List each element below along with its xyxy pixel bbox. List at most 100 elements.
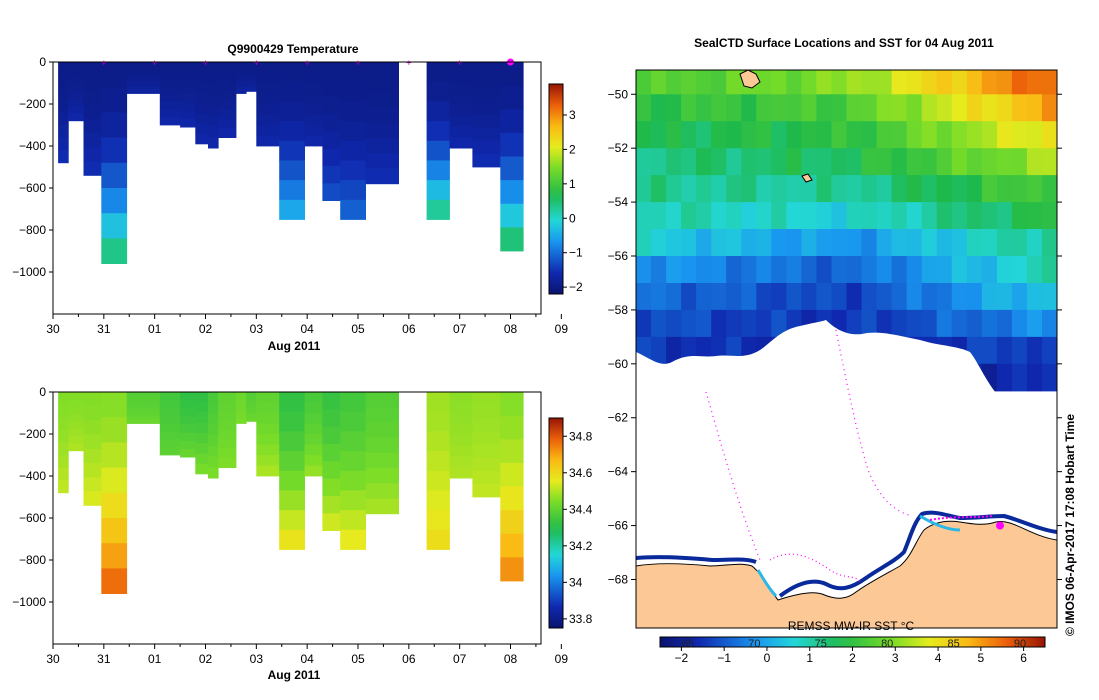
- profile-cell: [159, 431, 181, 440]
- profile-cell: [256, 434, 280, 445]
- profile-cell: [500, 557, 524, 582]
- profile-cell: [208, 94, 219, 106]
- profile-cell: [101, 417, 128, 443]
- sst-cell: [666, 202, 682, 230]
- sst-cell: [801, 256, 817, 284]
- sst-colorbar-tick-label: 0: [764, 651, 771, 665]
- profile-cell: [340, 411, 366, 432]
- salinity-section: [58, 392, 524, 594]
- profile-cell: [180, 424, 196, 434]
- y-tick-label: −800: [19, 553, 46, 567]
- profile-cell: [256, 413, 280, 424]
- sst-cell: [651, 175, 667, 203]
- profile-marker: +: [305, 58, 310, 68]
- profile-cell: [101, 392, 128, 418]
- profile-cell: [83, 392, 102, 407]
- sst-cell: [966, 309, 983, 338]
- sst-cell: [1042, 70, 1057, 95]
- sst-cell: [1026, 309, 1043, 338]
- sst-cell: [846, 309, 863, 338]
- sst-colorbar-tick-label: 4: [935, 651, 942, 665]
- sst-cell: [741, 256, 757, 284]
- profile-cell: [472, 75, 501, 89]
- profile-cell: [83, 104, 102, 120]
- profile-cell: [279, 431, 305, 452]
- sst-cell: [831, 256, 848, 284]
- sst-cell: [876, 309, 893, 338]
- profile-cell: [218, 410, 237, 421]
- profile-cell: [304, 455, 323, 466]
- profile-cell: [58, 74, 69, 88]
- profile-cell: [236, 62, 247, 67]
- profile-cell: [426, 121, 450, 142]
- x-tick-label: 08: [504, 652, 518, 666]
- sst-cell: [756, 256, 772, 284]
- lat-tick-label: −56: [608, 249, 629, 263]
- sst-cell: [786, 283, 802, 311]
- profile-cell: [236, 85, 247, 90]
- y-tick-label: −400: [19, 469, 46, 483]
- profile-cell: [246, 69, 257, 74]
- profile-cell: [236, 415, 247, 420]
- x-tick-label: 31: [97, 322, 111, 336]
- sst-cell: [816, 94, 832, 122]
- profile-cell: [208, 72, 219, 84]
- profile-cell: [322, 114, 341, 132]
- island-north: [739, 70, 761, 89]
- sst-field: [636, 70, 1057, 392]
- profile-cell: [180, 449, 196, 458]
- sst-cell: [906, 256, 923, 284]
- sst-cell: [906, 309, 923, 338]
- profile-cell: [365, 498, 399, 515]
- sst-colorbar-tick-label: 2: [849, 651, 856, 665]
- profile-cell: [426, 140, 450, 161]
- profile-cell: [159, 392, 181, 401]
- latest-position-marker: [996, 521, 1004, 530]
- sst-cell: [966, 283, 983, 311]
- profile-cell: [159, 109, 181, 118]
- profile-cell: [218, 62, 237, 72]
- temperature-colorbar: 3 2 1 0 −1 −2: [548, 83, 583, 295]
- sst-cell: [906, 121, 923, 149]
- sst-cell: [1011, 256, 1028, 284]
- sst-cell: [861, 94, 878, 122]
- profile-cell: [68, 428, 84, 437]
- sst-cell: [801, 94, 817, 122]
- profile-cell: [279, 199, 305, 220]
- profile-cell: [159, 77, 181, 87]
- x-tick-label: 31: [97, 652, 111, 666]
- sst-cell: [681, 256, 697, 284]
- track-segment: [769, 553, 861, 583]
- profile-cell: [256, 465, 280, 477]
- profile-cell: [208, 137, 219, 149]
- profile-cell: [340, 451, 366, 472]
- profile-cell: [159, 423, 181, 432]
- x-tick-label: 06: [402, 652, 416, 666]
- sst-cell: [981, 70, 998, 95]
- sst-cell: [831, 283, 848, 311]
- sst-cell: [666, 336, 682, 365]
- sst-cell: [636, 283, 652, 311]
- profile-cell: [101, 188, 128, 214]
- sst-cell: [711, 70, 727, 95]
- sst-cell: [861, 70, 878, 95]
- profile-cell: [340, 160, 366, 181]
- profile-cell: [126, 81, 161, 86]
- sst-cell: [996, 121, 1013, 149]
- profile-cell: [126, 399, 161, 405]
- profile-cell: [322, 131, 341, 149]
- y-tick-label: 0: [39, 385, 46, 399]
- sst-cell: [711, 309, 727, 338]
- profile-cell: [218, 420, 237, 431]
- profile-cell: [322, 148, 341, 167]
- profile-cell: [236, 395, 247, 401]
- sst-cell: [696, 70, 712, 95]
- profile-cell: [256, 72, 280, 84]
- y-tick-label: −600: [19, 511, 46, 525]
- sst-cell: [891, 309, 908, 338]
- sst-cell: [756, 229, 772, 257]
- profile-cell: [68, 406, 84, 415]
- sst-cell: [726, 256, 742, 284]
- profile-cell: [236, 403, 247, 409]
- profile-cell: [472, 392, 501, 406]
